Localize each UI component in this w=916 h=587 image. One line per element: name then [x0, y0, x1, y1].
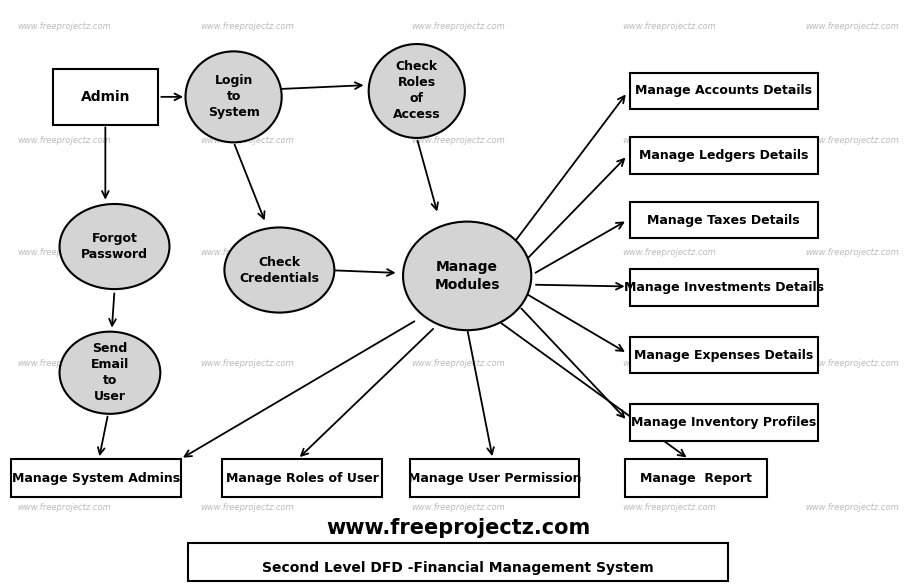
Text: Manage Roles of User: Manage Roles of User — [226, 472, 378, 485]
FancyBboxPatch shape — [223, 459, 383, 498]
FancyBboxPatch shape — [630, 404, 817, 441]
Text: Manage User Permission: Manage User Permission — [408, 472, 582, 485]
Text: Manage Accounts Details: Manage Accounts Details — [635, 85, 812, 97]
Text: www.freeprojectz.com: www.freeprojectz.com — [622, 248, 715, 257]
Text: Manage Taxes Details: Manage Taxes Details — [648, 214, 800, 227]
Text: www.freeprojectz.com: www.freeprojectz.com — [411, 248, 505, 257]
Text: www.freeprojectz.com: www.freeprojectz.com — [17, 359, 111, 369]
FancyBboxPatch shape — [630, 73, 817, 109]
Text: Check
Credentials: Check Credentials — [239, 255, 320, 285]
Text: www.freeprojectz.com: www.freeprojectz.com — [201, 22, 294, 31]
Ellipse shape — [224, 227, 334, 312]
Text: www.freeprojectz.com: www.freeprojectz.com — [201, 248, 294, 257]
Text: www.freeprojectz.com: www.freeprojectz.com — [411, 22, 505, 31]
Text: Second Level DFD -Financial Management System: Second Level DFD -Financial Management S… — [262, 561, 654, 575]
Text: www.freeprojectz.com: www.freeprojectz.com — [411, 503, 505, 512]
Text: Forgot
Password: Forgot Password — [81, 232, 148, 261]
Text: www.freeprojectz.com: www.freeprojectz.com — [805, 136, 899, 146]
Text: Admin: Admin — [81, 90, 130, 104]
Ellipse shape — [403, 221, 531, 330]
Text: www.freeprojectz.com: www.freeprojectz.com — [17, 22, 111, 31]
Text: www.freeprojectz.com: www.freeprojectz.com — [805, 248, 899, 257]
Text: Check
Roles
of
Access: Check Roles of Access — [393, 60, 441, 122]
Ellipse shape — [185, 52, 282, 143]
FancyBboxPatch shape — [630, 137, 817, 174]
Text: Login
to
System: Login to System — [208, 75, 259, 119]
FancyBboxPatch shape — [625, 459, 767, 498]
Text: www.freeprojectz.com: www.freeprojectz.com — [17, 136, 111, 146]
Ellipse shape — [368, 44, 464, 138]
Text: www.freeprojectz.com: www.freeprojectz.com — [805, 359, 899, 369]
Text: www.freeprojectz.com: www.freeprojectz.com — [201, 359, 294, 369]
FancyBboxPatch shape — [630, 269, 817, 306]
FancyBboxPatch shape — [630, 202, 817, 238]
Text: www.freeprojectz.com: www.freeprojectz.com — [17, 503, 111, 512]
Text: www.freeprojectz.com: www.freeprojectz.com — [17, 248, 111, 257]
Text: www.freeprojectz.com: www.freeprojectz.com — [805, 22, 899, 31]
Text: www.freeprojectz.com: www.freeprojectz.com — [622, 22, 715, 31]
Text: www.freeprojectz.com: www.freeprojectz.com — [411, 136, 505, 146]
FancyBboxPatch shape — [11, 459, 180, 498]
Text: Send
Email
to
User: Send Email to User — [91, 342, 129, 403]
FancyBboxPatch shape — [630, 337, 817, 373]
Text: Manage Investments Details: Manage Investments Details — [624, 281, 823, 294]
Text: www.freeprojectz.com: www.freeprojectz.com — [805, 503, 899, 512]
Text: Manage  Report: Manage Report — [640, 472, 752, 485]
Text: Manage System Admins: Manage System Admins — [12, 472, 180, 485]
Text: www.freeprojectz.com: www.freeprojectz.com — [201, 503, 294, 512]
Text: Manage Inventory Profiles: Manage Inventory Profiles — [631, 416, 816, 429]
Text: www.freeprojectz.com: www.freeprojectz.com — [201, 136, 294, 146]
FancyBboxPatch shape — [52, 69, 158, 125]
Text: www.freeprojectz.com: www.freeprojectz.com — [411, 359, 505, 369]
Text: Manage
Modules: Manage Modules — [434, 260, 500, 292]
Text: www.freeprojectz.com: www.freeprojectz.com — [622, 503, 715, 512]
Ellipse shape — [60, 204, 169, 289]
Text: www.freeprojectz.com: www.freeprojectz.com — [622, 359, 715, 369]
Text: www.freeprojectz.com: www.freeprojectz.com — [622, 136, 715, 146]
FancyBboxPatch shape — [410, 459, 579, 498]
Ellipse shape — [60, 332, 160, 414]
Text: www.freeprojectz.com: www.freeprojectz.com — [326, 518, 590, 538]
Text: Manage Ledgers Details: Manage Ledgers Details — [639, 149, 808, 162]
FancyBboxPatch shape — [188, 543, 728, 581]
Text: Manage Expenses Details: Manage Expenses Details — [634, 349, 813, 362]
